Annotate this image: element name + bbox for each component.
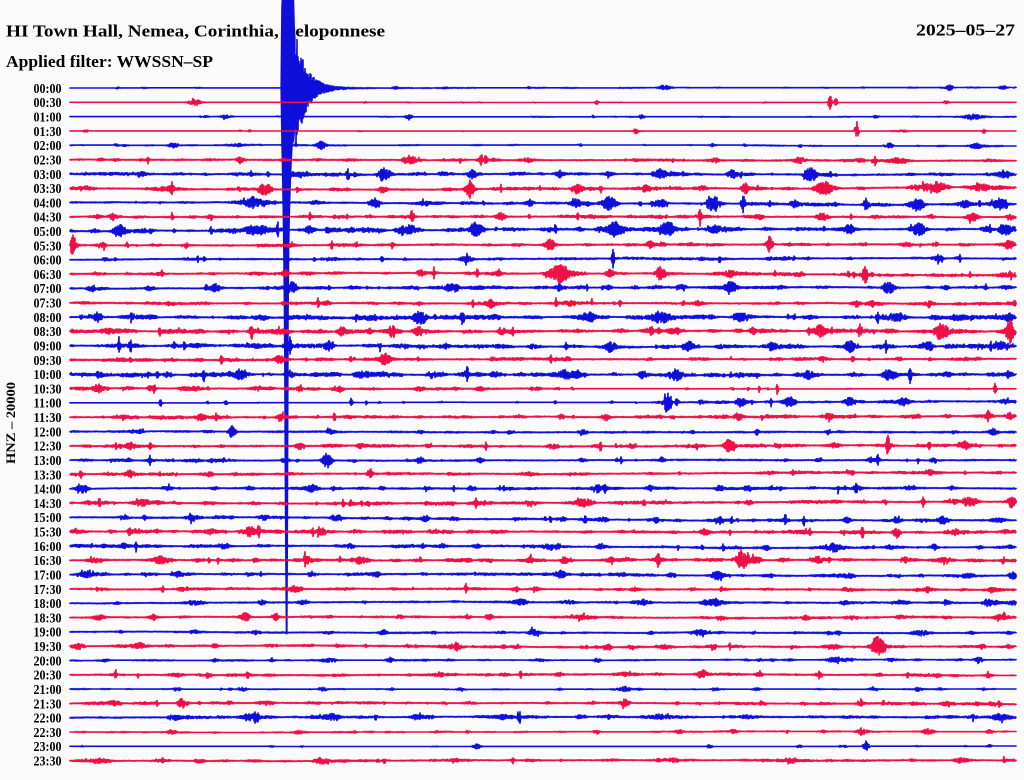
svg-text:07:30: 07:30: [34, 297, 62, 312]
svg-text:19:30: 19:30: [34, 640, 62, 655]
svg-text:2025–05–27: 2025–05–27: [916, 21, 1015, 40]
svg-text:00:00: 00:00: [34, 82, 62, 97]
svg-text:09:30: 09:30: [34, 354, 62, 369]
svg-text:22:00: 22:00: [34, 712, 62, 727]
svg-text:23:00: 23:00: [34, 740, 62, 755]
svg-text:11:00: 11:00: [34, 397, 62, 412]
svg-text:14:00: 14:00: [34, 483, 62, 498]
svg-text:10:30: 10:30: [34, 382, 62, 397]
svg-text:20:00: 20:00: [34, 654, 62, 669]
svg-text:16:00: 16:00: [34, 540, 62, 555]
svg-text:15:00: 15:00: [34, 511, 62, 526]
svg-text:01:30: 01:30: [34, 125, 62, 140]
svg-text:21:30: 21:30: [34, 697, 62, 712]
svg-text:06:30: 06:30: [34, 268, 62, 283]
svg-text:13:00: 13:00: [34, 454, 62, 469]
svg-text:04:00: 04:00: [34, 196, 62, 211]
svg-text:09:00: 09:00: [34, 340, 62, 355]
svg-text:23:30: 23:30: [34, 755, 62, 770]
svg-text:HI Town Hall, Nemea, Corinthia: HI Town Hall, Nemea, Corinthia, Peloponn…: [6, 22, 385, 41]
svg-text:05:00: 05:00: [34, 225, 62, 240]
svg-text:07:00: 07:00: [34, 282, 62, 297]
svg-text:16:30: 16:30: [34, 554, 62, 569]
svg-text:06:00: 06:00: [34, 254, 62, 269]
svg-text:05:30: 05:30: [34, 239, 62, 254]
svg-text:14:30: 14:30: [34, 497, 62, 512]
svg-text:03:30: 03:30: [34, 182, 62, 197]
svg-text:21:00: 21:00: [34, 683, 62, 698]
svg-text:01:00: 01:00: [34, 111, 62, 126]
svg-text:00:30: 00:30: [34, 96, 62, 111]
svg-text:13:30: 13:30: [34, 468, 62, 483]
svg-text:22:30: 22:30: [34, 726, 62, 741]
svg-text:03:00: 03:00: [34, 168, 62, 183]
svg-text:08:30: 08:30: [34, 325, 62, 340]
svg-text:12:30: 12:30: [34, 440, 62, 455]
svg-text:04:30: 04:30: [34, 211, 62, 226]
svg-text:12:00: 12:00: [34, 425, 62, 440]
svg-text:Applied filter: WWSSN–SP: Applied filter: WWSSN–SP: [6, 52, 213, 71]
svg-text:HNZ – 20000: HNZ – 20000: [3, 382, 18, 464]
svg-text:17:00: 17:00: [34, 569, 62, 584]
svg-text:17:30: 17:30: [34, 583, 62, 598]
svg-text:11:30: 11:30: [34, 411, 62, 426]
svg-text:18:00: 18:00: [34, 597, 62, 612]
svg-text:10:00: 10:00: [34, 368, 62, 383]
svg-text:02:00: 02:00: [34, 139, 62, 154]
svg-text:02:30: 02:30: [34, 154, 62, 169]
svg-text:15:30: 15:30: [34, 526, 62, 541]
svg-text:08:00: 08:00: [34, 311, 62, 326]
svg-text:19:00: 19:00: [34, 626, 62, 641]
svg-text:18:30: 18:30: [34, 611, 62, 626]
svg-text:20:30: 20:30: [34, 669, 62, 684]
